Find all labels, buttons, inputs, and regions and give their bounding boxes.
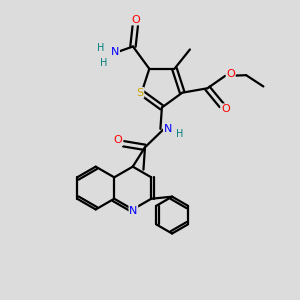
Text: O: O <box>131 15 140 25</box>
Text: O: O <box>114 135 123 145</box>
Text: H: H <box>98 43 105 53</box>
Text: O: O <box>226 69 235 79</box>
Text: N: N <box>164 124 172 134</box>
Text: H: H <box>100 58 107 68</box>
Text: N: N <box>111 46 119 56</box>
Text: N: N <box>129 206 137 216</box>
Text: O: O <box>221 104 230 114</box>
Text: S: S <box>136 88 144 98</box>
Text: H: H <box>176 129 183 139</box>
